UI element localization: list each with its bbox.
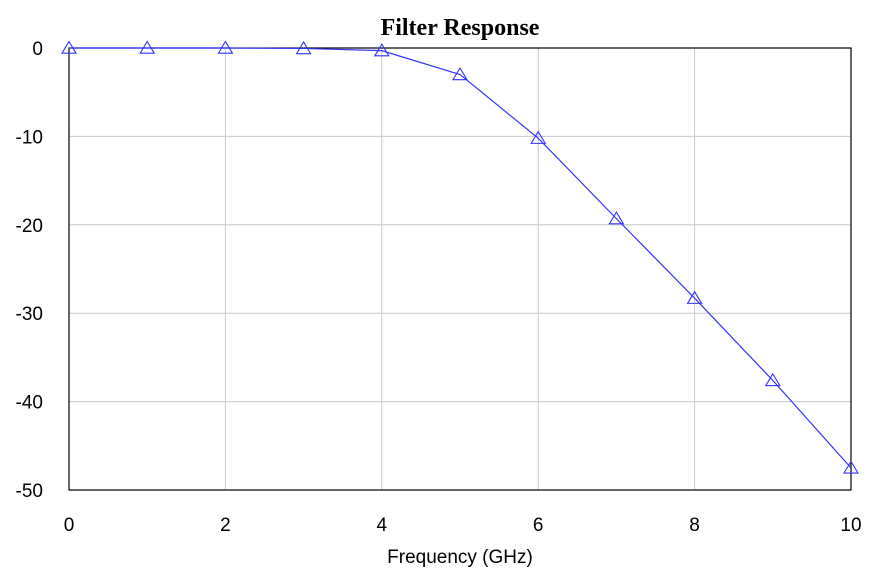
data-point-marker — [139, 40, 156, 54]
chart-title: Filter Response — [381, 15, 540, 41]
y-tick-label: 0 — [32, 39, 43, 60]
x-axis-label: Frequency (GHz) — [387, 547, 533, 568]
data-point-marker — [608, 211, 625, 225]
x-tick-label: 8 — [689, 515, 700, 536]
plot-area-frame — [68, 47, 852, 491]
y-tick-labels: 0 -10 -20 -30 -40 -50 — [16, 39, 43, 502]
series-line — [69, 47, 852, 469]
x-tick-label: 10 — [840, 515, 861, 536]
data-point-marker — [686, 290, 703, 304]
y-tick-label: -10 — [16, 127, 43, 148]
data-point-marker — [61, 40, 77, 54]
y-tick-label: -20 — [16, 216, 43, 237]
x-tick-labels: 0 2 4 6 8 10 — [64, 515, 862, 536]
data-point-marker — [295, 40, 312, 55]
x-tick-label: 6 — [533, 515, 544, 536]
series-layer — [61, 40, 859, 474]
x-tick-label: 4 — [377, 515, 388, 536]
x-tick-label: 0 — [64, 515, 75, 536]
x-tick-label: 2 — [220, 515, 231, 536]
data-point-marker — [373, 43, 390, 57]
data-point-marker — [843, 460, 859, 474]
y-tick-label: -40 — [16, 393, 43, 414]
data-point-marker — [530, 130, 547, 144]
y-tick-label: -50 — [16, 481, 43, 502]
data-point-marker — [764, 372, 781, 387]
data-point-marker — [217, 40, 234, 54]
grid-layer — [68, 47, 852, 491]
data-point-marker — [452, 66, 468, 81]
y-tick-label: -30 — [16, 304, 43, 325]
